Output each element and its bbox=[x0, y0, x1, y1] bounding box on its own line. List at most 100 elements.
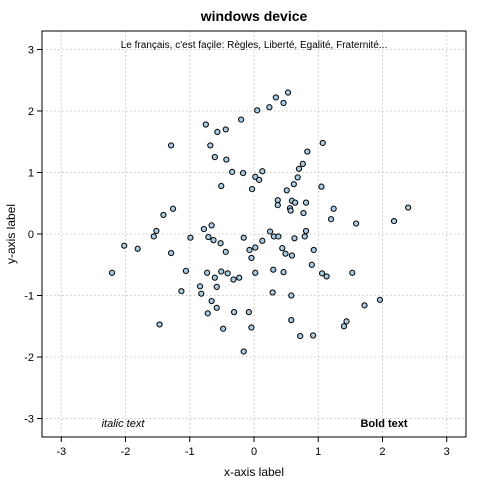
data-point bbox=[287, 207, 294, 214]
scatter-points bbox=[108, 89, 412, 355]
data-point bbox=[252, 269, 259, 276]
annotation-bold: Bold text bbox=[360, 418, 407, 430]
data-point bbox=[160, 211, 167, 219]
data-point bbox=[204, 310, 211, 317]
x-axis-ticks: -3 -2 -1 0 1 2 3 bbox=[56, 437, 450, 458]
data-point bbox=[266, 104, 273, 111]
y-tick-label: 1 bbox=[28, 167, 34, 179]
data-point bbox=[288, 252, 296, 259]
data-point bbox=[256, 176, 263, 183]
data-point bbox=[301, 233, 308, 240]
data-point bbox=[153, 227, 160, 235]
data-point bbox=[259, 237, 266, 244]
data-point bbox=[224, 270, 231, 277]
y-tick-label: 3 bbox=[28, 44, 34, 56]
data-point bbox=[150, 233, 157, 240]
y-axis-label: y-axis label bbox=[4, 204, 18, 264]
data-point bbox=[222, 248, 229, 255]
data-point bbox=[230, 276, 237, 283]
x-tick-label: 0 bbox=[251, 446, 257, 458]
data-point bbox=[230, 309, 238, 316]
data-point bbox=[343, 318, 350, 325]
x-tick-label: 2 bbox=[379, 446, 385, 458]
data-point bbox=[290, 181, 297, 188]
data-point bbox=[274, 201, 281, 209]
data-point bbox=[259, 168, 266, 175]
data-point bbox=[304, 148, 311, 155]
data-point bbox=[182, 267, 190, 275]
data-point bbox=[207, 142, 214, 149]
data-point bbox=[361, 302, 368, 309]
data-point bbox=[245, 309, 252, 316]
data-point bbox=[222, 126, 229, 133]
data-point bbox=[246, 246, 253, 254]
data-point bbox=[200, 225, 207, 233]
data-point bbox=[108, 269, 116, 276]
y-axis-ticks: -3 -2 -1 0 1 2 3 bbox=[24, 44, 42, 426]
data-point bbox=[198, 290, 205, 297]
data-point bbox=[299, 160, 306, 167]
y-tick-label: -1 bbox=[24, 291, 34, 303]
data-point bbox=[248, 185, 256, 193]
data-point bbox=[204, 269, 211, 276]
data-point bbox=[405, 204, 412, 211]
data-point bbox=[323, 273, 330, 280]
data-point bbox=[208, 222, 215, 229]
data-point bbox=[288, 292, 295, 299]
annotation-top: Le français, c'est façile: Règles, Liber… bbox=[121, 40, 387, 51]
data-point bbox=[310, 332, 317, 339]
data-point bbox=[208, 297, 215, 305]
data-point bbox=[269, 289, 276, 296]
data-point bbox=[318, 183, 325, 190]
y-tick-label: 0 bbox=[28, 229, 34, 241]
data-point bbox=[272, 94, 279, 101]
x-axis-label: x-axis label bbox=[224, 465, 284, 479]
x-tick-label: -2 bbox=[121, 446, 131, 458]
annotation-italic: italic text bbox=[102, 418, 146, 430]
data-point bbox=[300, 209, 307, 217]
data-point bbox=[288, 317, 295, 324]
data-point bbox=[302, 227, 310, 235]
data-point bbox=[390, 217, 398, 225]
data-point bbox=[297, 333, 304, 340]
data-point bbox=[205, 233, 212, 241]
chart-title: windows device bbox=[200, 8, 308, 24]
data-point bbox=[218, 182, 225, 190]
data-point bbox=[248, 254, 255, 262]
data-point bbox=[240, 234, 247, 241]
data-point bbox=[236, 274, 243, 281]
data-point bbox=[217, 240, 224, 247]
data-point bbox=[318, 270, 326, 277]
data-point bbox=[294, 174, 301, 181]
data-point bbox=[240, 348, 247, 355]
data-point bbox=[121, 242, 128, 249]
data-point bbox=[196, 283, 204, 290]
data-point bbox=[376, 296, 384, 303]
data-point bbox=[156, 321, 163, 328]
x-tick-label: -3 bbox=[56, 446, 66, 458]
data-point bbox=[280, 269, 287, 276]
data-point bbox=[266, 228, 274, 235]
data-point bbox=[279, 245, 286, 252]
data-point bbox=[302, 199, 310, 206]
data-point bbox=[202, 121, 209, 128]
y-tick-label: -2 bbox=[24, 352, 34, 364]
data-point bbox=[223, 156, 230, 163]
data-point bbox=[270, 266, 277, 273]
data-point bbox=[252, 244, 259, 251]
data-point bbox=[214, 128, 221, 135]
data-point bbox=[282, 250, 289, 257]
data-point bbox=[213, 283, 220, 291]
data-point bbox=[178, 288, 185, 295]
data-point bbox=[327, 216, 335, 223]
data-point bbox=[248, 324, 255, 331]
data-point bbox=[292, 199, 299, 206]
data-point bbox=[283, 187, 290, 194]
data-point bbox=[210, 237, 217, 244]
data-point bbox=[238, 116, 245, 123]
data-point bbox=[211, 274, 218, 281]
data-point bbox=[239, 170, 247, 177]
data-point bbox=[353, 220, 360, 227]
y-tick-label: 2 bbox=[28, 106, 34, 118]
y-tick-label: -3 bbox=[24, 414, 34, 426]
